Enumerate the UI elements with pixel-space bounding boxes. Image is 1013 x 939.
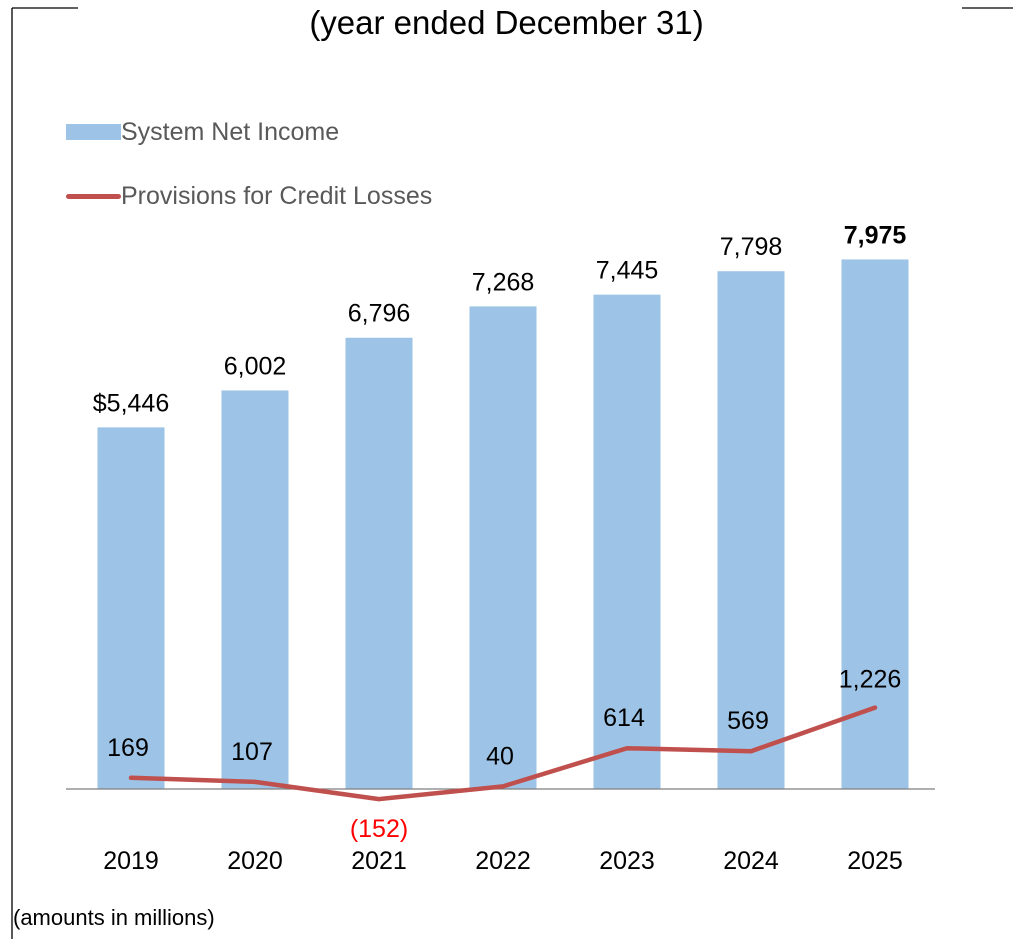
bar-2022	[469, 306, 537, 789]
line-label-2022: 40	[486, 742, 514, 770]
line-label-2019: 169	[107, 734, 149, 762]
line-label-2024: 569	[727, 707, 769, 735]
line-label-2021: (152)	[350, 815, 408, 843]
provisions-line	[128, 705, 878, 802]
bar-label-2021: 6,796	[348, 300, 411, 328]
legend-label-net-income: System Net Income	[121, 117, 340, 146]
bar-label-2024: 7,798	[720, 233, 783, 261]
bar-2021	[345, 337, 413, 789]
x-tick-label-2022: 2022	[475, 847, 531, 875]
x-tick-label-2021: 2021	[351, 847, 407, 875]
bar-label-2022: 7,268	[472, 268, 535, 296]
bar-label-2020: 6,002	[224, 352, 287, 380]
legend-label-provisions: Provisions for Credit Losses	[121, 181, 433, 210]
x-tick-label-2019: 2019	[103, 847, 159, 875]
bar-2024	[717, 271, 785, 790]
bar-2020	[221, 390, 289, 789]
line-label-2025: 1,226	[839, 666, 902, 694]
x-tick-label-2023: 2023	[599, 847, 655, 875]
bar-label-2025: 7,975	[844, 221, 907, 249]
bar-2019	[97, 427, 165, 789]
line-label-2023: 614	[603, 704, 645, 732]
line-label-2020: 107	[231, 738, 273, 766]
x-tick-label-2024: 2024	[723, 847, 779, 875]
bar-2025	[841, 259, 909, 790]
legend-item-net-income: System Net Income	[66, 117, 339, 147]
plot-area: $5,446 6,002 6,796 7,268 7,445 7,798 7,975 169 1…	[66, 221, 935, 875]
x-tick-label-2025: 2025	[847, 847, 903, 875]
legend-item-provisions: Provisions for Credit Losses	[66, 181, 432, 211]
bar-label-2019: $5,446	[93, 389, 169, 417]
x-tick-label-2020: 2020	[227, 847, 283, 875]
legend-line-swatch	[66, 193, 121, 199]
bar-label-2023: 7,445	[596, 257, 659, 285]
legend-bar-swatch	[66, 124, 121, 140]
bar-2023	[593, 294, 661, 789]
chart-subtitle: (year ended December 31)	[309, 4, 704, 41]
amounts-footnote: (amounts in millions)	[13, 905, 215, 930]
